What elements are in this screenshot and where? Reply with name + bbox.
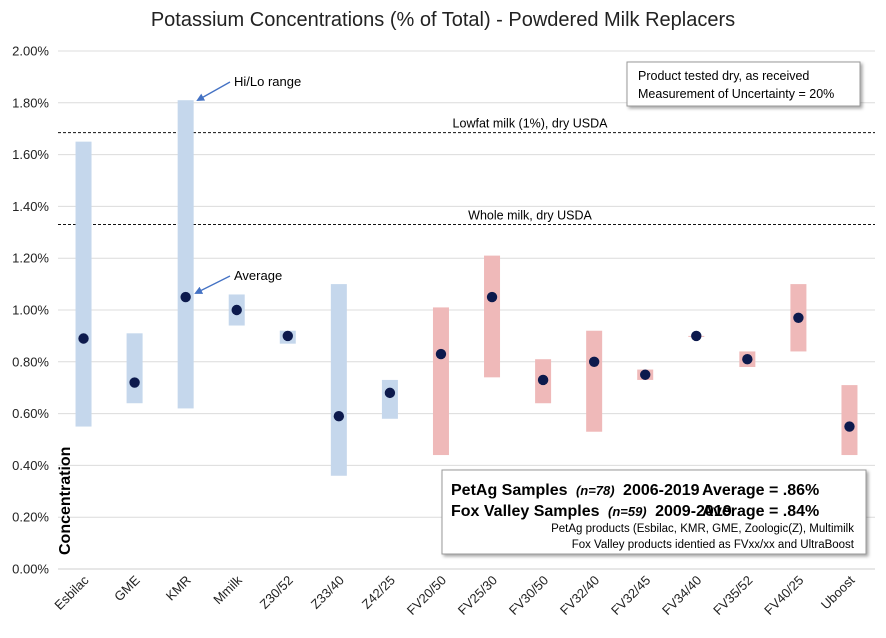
average-dot (742, 354, 753, 365)
foxvalley-average: Average = .84% (702, 503, 819, 520)
x-tick-label: FV30/50 (506, 573, 551, 618)
foxvalley-summary: Fox Valley Samples (n=59) 2009-2019 (451, 503, 732, 520)
y-tick-label: 0.40% (12, 458, 49, 473)
average-label: Average (234, 268, 282, 283)
average-arrow (194, 275, 231, 294)
average-dot (231, 304, 242, 316)
range-bars (75, 100, 858, 476)
chart-title: Potassium Concentrations (% of Total) - … (151, 9, 735, 31)
y-tick-label: 0.20% (12, 510, 49, 525)
hi-lo-range-label: Hi/Lo range (234, 74, 301, 89)
note-line-2: Measurement of Uncertainty = 20% (638, 87, 834, 101)
average-dot (691, 330, 702, 342)
y-tick-label: 0.60% (12, 406, 49, 421)
annotation-average: Average (194, 268, 282, 294)
range-bar (381, 379, 398, 419)
range-bar (126, 333, 143, 404)
range-bar (330, 284, 347, 476)
x-tick-label: Z30/52 (257, 573, 296, 612)
note-line-1: Product tested dry, as received (638, 69, 809, 83)
x-axis-ticks: Esbilac GME KMR Mmilk Z30/52 Z33/40 Z42/25 FV20… (51, 572, 857, 618)
foxvalley-n: (n=59) (608, 504, 647, 519)
foxvalley-years: 2009-2019 (655, 503, 732, 520)
reference-line-label: Lowfat milk (1%), dry USDA (453, 117, 609, 131)
y-tick-label: 0.00% (12, 562, 49, 577)
y-tick-label: 1.40% (12, 199, 49, 214)
x-tick-label: FV34/40 (659, 573, 704, 618)
x-tick-label: Z33/40 (308, 573, 347, 612)
petag-name: PetAg Samples (451, 482, 568, 499)
average-dot (282, 330, 293, 342)
summary-legend-box: PetAg Samples (n=78) 2006-2019 Average =… (441, 469, 867, 555)
x-tick-label: Esbilac (51, 572, 92, 613)
petag-summary: PetAg Samples (n=78) 2006-2019 (451, 482, 700, 499)
gridlines (58, 50, 875, 518)
y-tick-label: 1.00% (12, 303, 49, 318)
foxvalley-name: Fox Valley Samples (451, 503, 600, 520)
hi-lo-range-arrow (196, 81, 231, 101)
y-tick-label: 1.60% (12, 147, 49, 162)
y-tick-label: 1.80% (12, 95, 49, 110)
x-tick-label: Z42/25 (359, 573, 398, 612)
average-dot (844, 421, 855, 432)
range-bar (75, 141, 92, 427)
petag-n: (n=78) (576, 483, 615, 498)
y-tick-label: 2.00% (12, 44, 49, 59)
petag-years: 2006-2019 (623, 482, 700, 499)
y-axis-ticks: 0.00% 0.20% 0.40% 0.60% 0.80% 1.00% 1.20% 1.40%… (12, 44, 49, 577)
x-tick-label: KMR (163, 573, 194, 604)
products-note-1: PetAg products (Esbilac, KMR, GME, Zoolo… (551, 523, 854, 535)
annotation-hi-lo-range: Hi/Lo range (196, 74, 301, 101)
x-tick-label: FV25/30 (455, 573, 500, 618)
average-dot (486, 291, 498, 303)
range-bar (586, 330, 603, 432)
average-dot (78, 333, 89, 344)
average-dot (180, 291, 191, 303)
range-bar (841, 385, 858, 456)
x-tick-label: GME (111, 572, 143, 604)
range-bar (484, 255, 501, 378)
x-tick-label: Mmilk (210, 572, 245, 607)
average-dot (435, 348, 447, 360)
y-axis-label: Concentration (57, 447, 74, 555)
products-note-2: Fox Valley products identied as FVxx/xx … (572, 539, 855, 551)
average-dot (333, 410, 345, 422)
x-tick-label: FV40/25 (761, 573, 806, 618)
range-bar (177, 100, 194, 409)
reference-lines: Lowfat milk (1%), dry USDA Whole milk, dr… (58, 117, 875, 226)
x-tick-label: FV32/45 (608, 573, 653, 618)
y-tick-label: 1.20% (12, 251, 49, 266)
reference-line-label: Whole milk, dry USDA (468, 209, 592, 223)
average-dot (793, 312, 804, 323)
petag-average: Average = .86% (702, 482, 819, 499)
x-tick-label: FV32/40 (557, 573, 602, 618)
average-dot (129, 377, 140, 388)
range-bar (432, 307, 449, 456)
y-tick-label: 0.80% (12, 354, 49, 369)
measurement-note-box: Product tested dry, as received Measurem… (626, 61, 861, 107)
x-tick-label: FV35/52 (710, 573, 755, 618)
average-dot (384, 387, 396, 399)
x-tick-label: FV20/50 (404, 573, 449, 618)
average-dot (537, 374, 549, 386)
average-dots (78, 291, 855, 432)
average-dot (588, 356, 600, 367)
x-tick-label: Uboost (818, 572, 858, 612)
average-dot (640, 369, 651, 380)
